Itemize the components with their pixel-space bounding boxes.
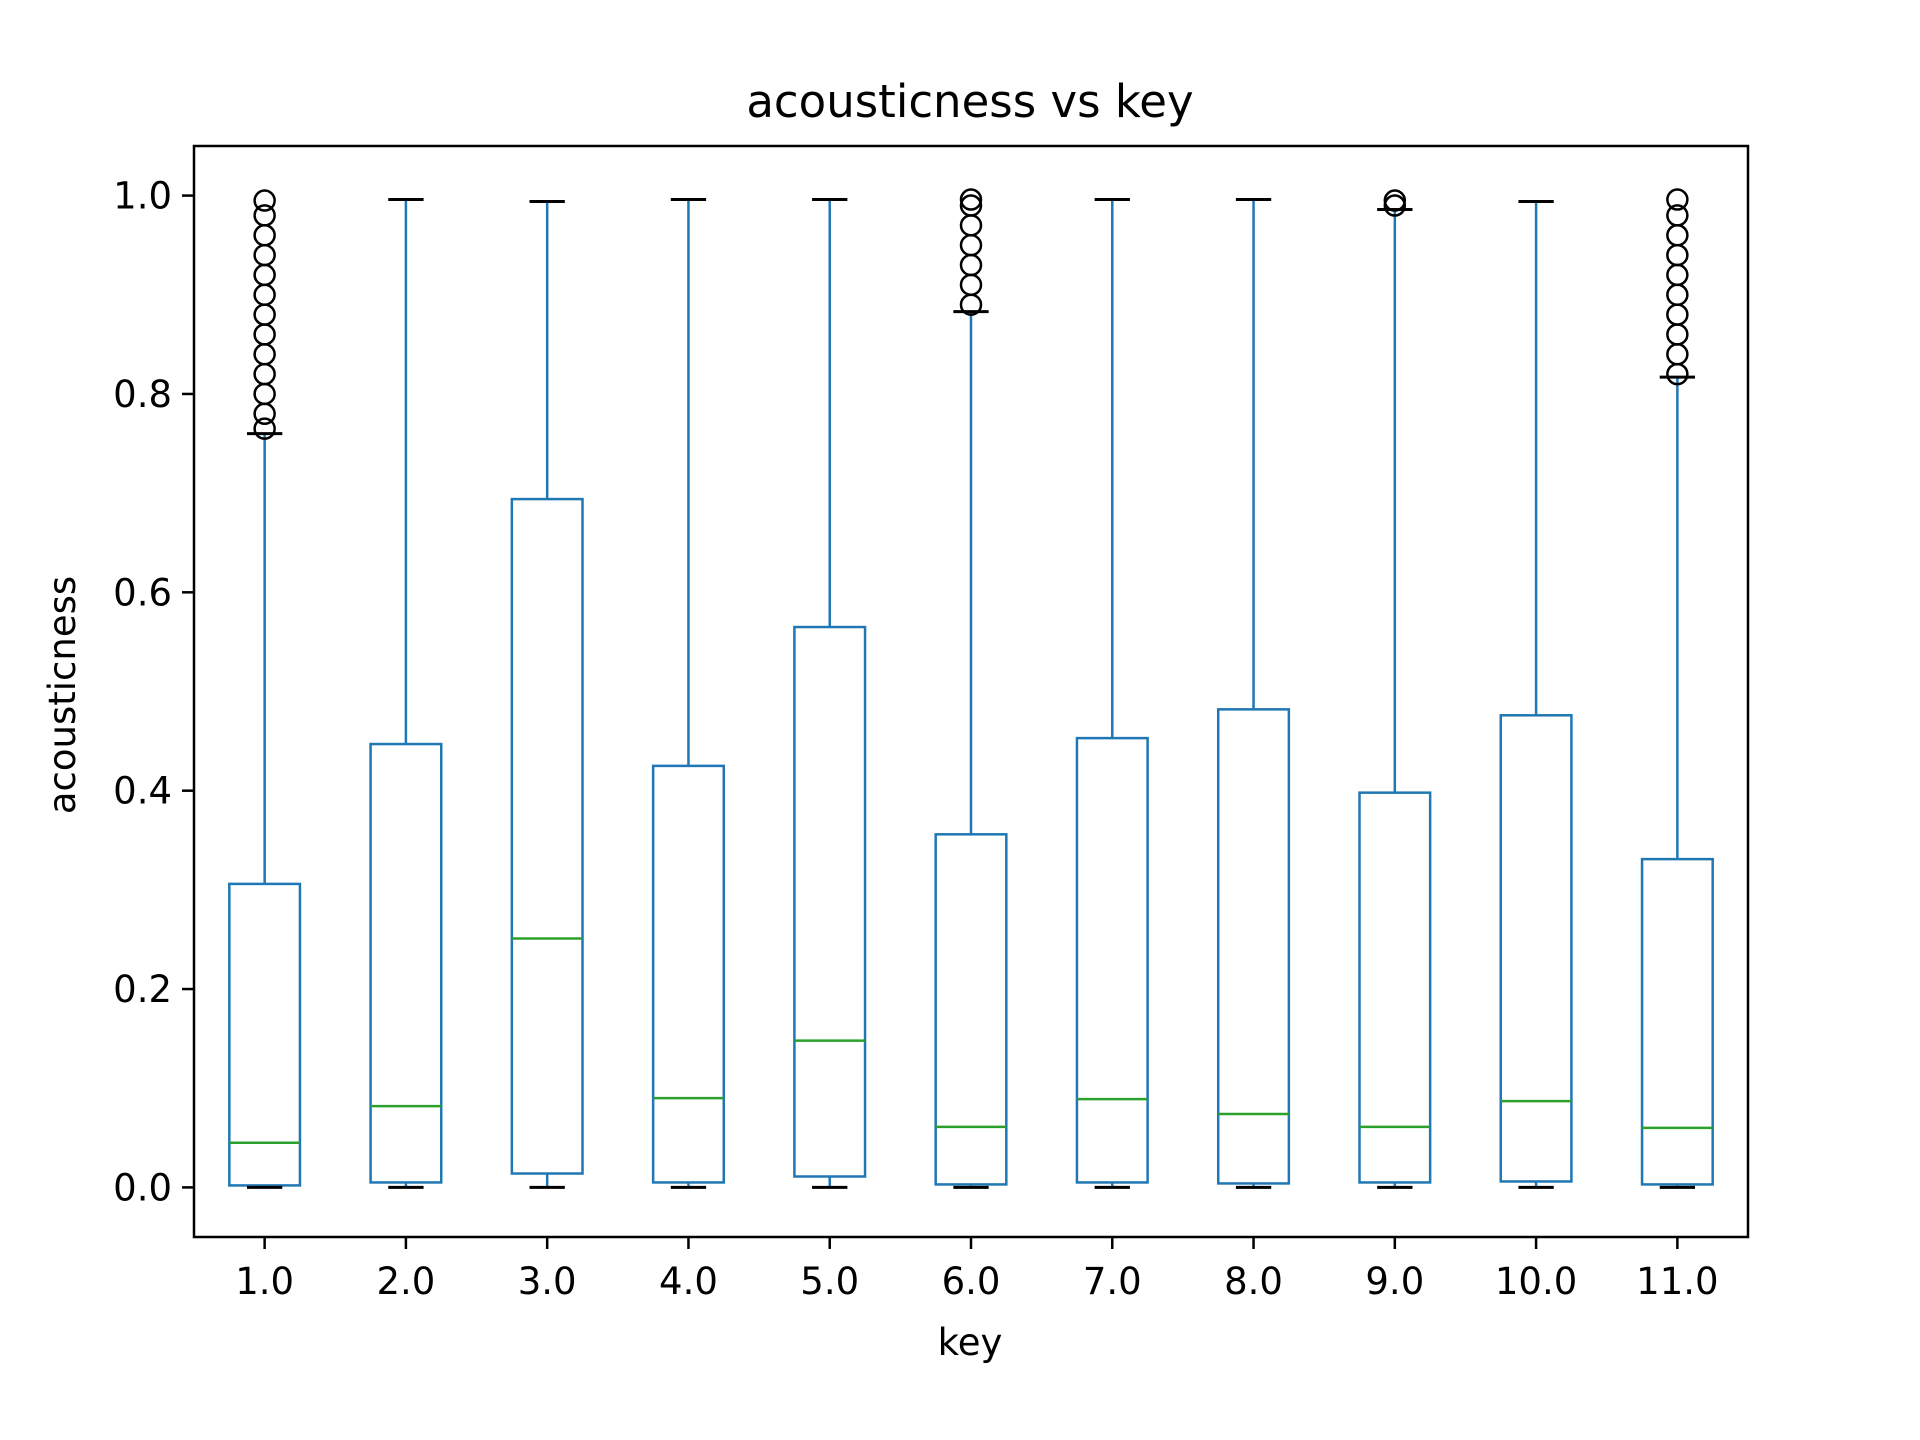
outlier-point <box>1666 303 1689 326</box>
outlier-point <box>1666 283 1689 307</box>
y-axis: 0.0 0.2 0.4 0.6 0.8 1.0 <box>113 175 194 1209</box>
chart-title: acousticness vs key <box>746 75 1193 128</box>
outlier-point <box>959 194 983 217</box>
outlier-point <box>253 263 276 287</box>
box-group-8.0 <box>1216 198 1291 1189</box>
outlier-point <box>1383 189 1407 212</box>
box <box>1075 736 1149 1184</box>
box-group-9.0 <box>1358 189 1432 1189</box>
outlier-point <box>253 283 276 307</box>
x-tick-label: 10.0 <box>1495 1260 1577 1303</box>
box <box>793 625 867 1178</box>
box <box>1358 791 1432 1184</box>
box <box>1499 714 1573 1183</box>
box <box>1216 708 1291 1185</box>
outlier-point <box>1666 263 1689 287</box>
box <box>510 497 584 1175</box>
box <box>369 742 443 1184</box>
x-tick-label: 8.0 <box>1224 1260 1283 1303</box>
x-tick-label: 6.0 <box>942 1260 1001 1303</box>
axes-frame <box>192 144 1750 1239</box>
outlier-point <box>253 204 276 227</box>
box-group-2.0 <box>369 198 443 1189</box>
box-group-3.0 <box>510 200 584 1189</box>
y-tick-label: 0.8 <box>113 373 172 416</box>
x-tick-label: 3.0 <box>518 1260 577 1303</box>
box-group-10.0 <box>1499 200 1573 1189</box>
outlier-point <box>253 243 276 267</box>
outlier-point <box>1666 243 1689 267</box>
box-group-4.0 <box>651 198 726 1189</box>
box <box>228 882 302 1187</box>
x-tick-label: 4.0 <box>659 1260 718 1303</box>
outlier-point <box>1666 323 1689 346</box>
plot-area <box>228 188 1714 1189</box>
outlier-point <box>959 188 983 211</box>
box-group-7.0 <box>1075 198 1149 1189</box>
x-tick-label: 2.0 <box>376 1260 435 1303</box>
outlier-point <box>959 253 983 277</box>
outlier-point <box>253 224 276 247</box>
x-axis-label: key <box>938 1321 1003 1364</box>
y-axis-label: acousticness <box>41 576 84 814</box>
box-group-1.0 <box>228 189 302 1189</box>
outlier-point <box>1666 224 1689 247</box>
x-axis: 1.0 2.0 3.0 4.0 5.0 6.0 7.0 8.0 9.0 10.0 11.0 <box>235 1237 1719 1303</box>
x-tick-label: 11.0 <box>1636 1260 1718 1303</box>
box-group-6.0 <box>934 188 1008 1189</box>
outlier-point <box>253 382 276 406</box>
outlier-point <box>253 189 276 212</box>
outlier-point <box>253 362 276 386</box>
box-group-11.0 <box>1640 188 1714 1189</box>
box <box>651 764 726 1184</box>
outlier-point <box>959 273 983 297</box>
outlier-point <box>1666 188 1689 211</box>
outlier-point <box>253 323 276 346</box>
outlier-point <box>253 402 276 426</box>
outlier-point <box>253 343 276 366</box>
outlier-point <box>253 303 276 326</box>
outlier-point <box>1666 204 1689 227</box>
y-tick-label: 0.4 <box>113 770 172 813</box>
x-tick-label: 7.0 <box>1083 1260 1142 1303</box>
box <box>1640 857 1714 1186</box>
outlier-point <box>1666 343 1689 366</box>
box <box>934 833 1008 1186</box>
outlier-point <box>253 417 276 440</box>
y-tick-label: 1.0 <box>113 175 172 218</box>
y-tick-label: 0.2 <box>113 968 172 1011</box>
outlier-point <box>959 214 983 237</box>
box-group-5.0 <box>793 198 867 1189</box>
y-tick-label: 0.0 <box>113 1166 172 1209</box>
x-tick-label: 9.0 <box>1365 1260 1424 1303</box>
outlier-point <box>959 233 983 257</box>
x-tick-label: 5.0 <box>800 1260 859 1303</box>
x-tick-label: 1.0 <box>235 1260 294 1303</box>
y-tick-label: 0.6 <box>113 571 172 614</box>
